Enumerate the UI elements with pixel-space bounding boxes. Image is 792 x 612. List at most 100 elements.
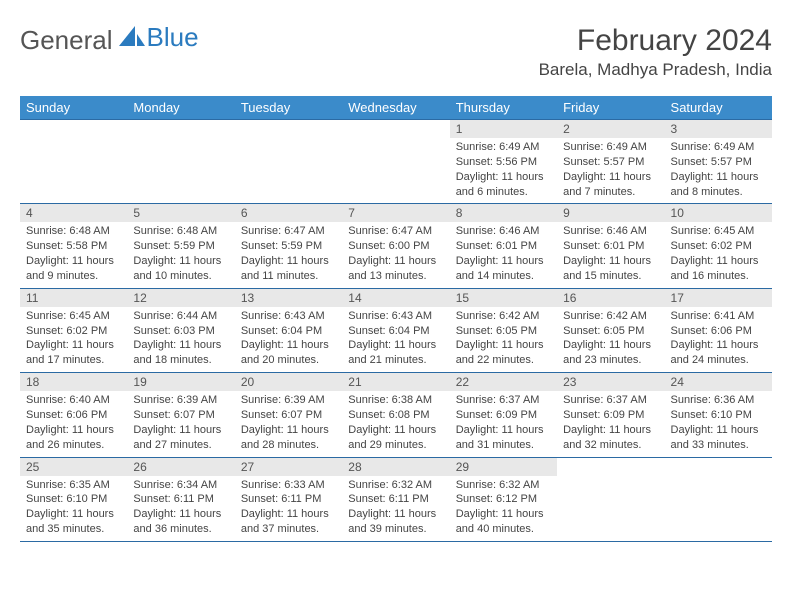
sunrise-line: Sunrise: 6:49 AM: [456, 141, 540, 153]
day-number: 16: [557, 289, 664, 307]
day-body: Sunrise: 6:48 AMSunset: 5:59 PMDaylight:…: [127, 222, 234, 287]
sunrise-line: Sunrise: 6:34 AM: [133, 479, 217, 491]
weekday-row: SundayMondayTuesdayWednesdayThursdayFrid…: [20, 96, 772, 120]
sunrise-line: Sunrise: 6:46 AM: [563, 225, 647, 237]
day-number: 27: [235, 458, 342, 476]
daylight-line: Daylight: 11 hours and 29 minutes.: [348, 424, 436, 451]
calendar-cell: 18Sunrise: 6:40 AMSunset: 6:06 PMDayligh…: [20, 373, 127, 457]
sunrise-line: Sunrise: 6:46 AM: [456, 225, 540, 237]
sunset-line: Sunset: 6:04 PM: [348, 325, 429, 337]
day-body: Sunrise: 6:36 AMSunset: 6:10 PMDaylight:…: [665, 391, 772, 456]
daylight-line: Daylight: 11 hours and 18 minutes.: [133, 339, 221, 366]
brand-sail-icon: [119, 24, 145, 51]
calendar-cell: [127, 120, 234, 204]
day-number: 7: [342, 204, 449, 222]
sunrise-line: Sunrise: 6:36 AM: [671, 394, 755, 406]
weekday-header: Monday: [127, 96, 234, 120]
daylight-line: Daylight: 11 hours and 16 minutes.: [671, 255, 759, 282]
calendar-cell: 29Sunrise: 6:32 AMSunset: 6:12 PMDayligh…: [450, 457, 557, 541]
sunset-line: Sunset: 6:00 PM: [348, 240, 429, 252]
day-body: Sunrise: 6:35 AMSunset: 6:10 PMDaylight:…: [20, 476, 127, 541]
day-number: 12: [127, 289, 234, 307]
sunset-line: Sunset: 6:09 PM: [456, 409, 537, 421]
sunrise-line: Sunrise: 6:44 AM: [133, 310, 217, 322]
day-body: Sunrise: 6:49 AMSunset: 5:56 PMDaylight:…: [450, 138, 557, 203]
day-body: Sunrise: 6:47 AM Sunset: 6:00 PM Daylight:…: [342, 222, 449, 287]
sunrise-line: Sunrise: 6:47 AM: [348, 225, 432, 237]
daylight-line: Daylight: 11 hours and 20 minutes.: [241, 339, 329, 366]
day-body: Sunrise: 6:46 AMSunset: 6:01 PMDaylight:…: [450, 222, 557, 287]
calendar-cell: [665, 457, 772, 541]
daylight-line: Daylight: 11 hours and 7 minutes.: [563, 171, 651, 198]
daylight-line: Daylight: 11 hours and 40 minutes.: [456, 508, 544, 535]
sunrise-line: Sunrise: 6:35 AM: [26, 479, 110, 491]
calendar-cell: 5Sunrise: 6:48 AMSunset: 5:59 PMDaylight…: [127, 204, 234, 288]
sunset-line: Sunset: 5:57 PM: [671, 156, 752, 168]
sunrise-line: Sunrise: 6:33 AM: [241, 479, 325, 491]
daylight-line: Daylight: 11 hours and 32 minutes.: [563, 424, 651, 451]
day-body: Sunrise: 6:33 AMSunset: 6:11 PMDaylight:…: [235, 476, 342, 541]
sunset-line: Sunset: 6:09 PM: [563, 409, 644, 421]
sunrise-line: Sunrise: 6:39 AM: [241, 394, 325, 406]
sunset-line: Sunset: 6:10 PM: [671, 409, 752, 421]
sunrise-line: Sunrise: 6:42 AM: [563, 310, 647, 322]
day-body: Sunrise: 6:39 AMSunset: 6:07 PMDaylight:…: [127, 391, 234, 456]
calendar-cell: 1Sunrise: 6:49 AMSunset: 5:56 PMDaylight…: [450, 120, 557, 204]
daylight-line: Daylight: 11 hours and 36 minutes.: [133, 508, 221, 535]
month-title: February 2024: [539, 24, 772, 58]
sunrise-line: Sunrise: 6:48 AM: [26, 225, 110, 237]
sunrise-line: Sunrise: 6:38 AM: [348, 394, 432, 406]
daylight-line: Daylight: 11 hours and 28 minutes.: [241, 424, 329, 451]
day-number: 8: [450, 204, 557, 222]
calendar-cell: 24Sunrise: 6:36 AMSunset: 6:10 PMDayligh…: [665, 373, 772, 457]
day-body: Sunrise: 6:49 AMSunset: 5:57 PMDaylight:…: [665, 138, 772, 203]
sunset-line: Sunset: 6:05 PM: [456, 325, 537, 337]
daylight-line: Daylight: 11 hours and 10 minutes.: [133, 255, 221, 282]
sunset-line: Sunset: 6:12 PM: [456, 493, 537, 505]
calendar-cell: 16Sunrise: 6:42 AMSunset: 6:05 PMDayligh…: [557, 288, 664, 372]
sunrise-line: Sunrise: 6:43 AM: [348, 310, 432, 322]
sunset-line: Sunset: 6:01 PM: [456, 240, 537, 252]
day-number: 19: [127, 373, 234, 391]
day-body: Sunrise: 6:42 AMSunset: 6:05 PMDaylight:…: [557, 307, 664, 372]
day-number: 6: [235, 204, 342, 222]
calendar-cell: [235, 120, 342, 204]
sunrise-line: Sunrise: 6:47 AM: [241, 225, 325, 237]
daylight-line: Daylight: 11 hours and 15 minutes.: [563, 255, 651, 282]
day-number: 4: [20, 204, 127, 222]
calendar-cell: 14Sunrise: 6:43 AMSunset: 6:04 PMDayligh…: [342, 288, 449, 372]
day-number: 22: [450, 373, 557, 391]
day-body: Sunrise: 6:32 AM Sunset: 6:12 PM Daylight:…: [450, 476, 557, 541]
daylight-line: Daylight: 11 hours and 39 minutes.: [348, 508, 436, 535]
day-number: 20: [235, 373, 342, 391]
sunset-line: Sunset: 6:06 PM: [26, 409, 107, 421]
sunrise-line: Sunrise: 6:45 AM: [26, 310, 110, 322]
weekday-header: Wednesday: [342, 96, 449, 120]
calendar-cell: [557, 457, 664, 541]
sunset-line: Sunset: 6:05 PM: [563, 325, 644, 337]
calendar-week: 25Sunrise: 6:35 AMSunset: 6:10 PMDayligh…: [20, 457, 772, 541]
day-number: 13: [235, 289, 342, 307]
calendar-cell: 22Sunrise: 6:37 AMSunset: 6:09 PMDayligh…: [450, 373, 557, 457]
daylight-line: Daylight: 11 hours and 9 minutes.: [26, 255, 114, 282]
daylight-line: Daylight: 11 hours and 26 minutes.: [26, 424, 114, 451]
calendar-cell: 28Sunrise: 6:32 AMSunset: 6:11 PMDayligh…: [342, 457, 449, 541]
daylight-line: Daylight: 11 hours and 11 minutes.: [241, 255, 329, 282]
title-block: February 2024 Barela, Madhya Pradesh, In…: [539, 24, 772, 80]
day-body: Sunrise: 6:37 AMSunset: 6:09 PMDaylight:…: [450, 391, 557, 456]
daylight-line: Daylight: 11 hours and 24 minutes.: [671, 339, 759, 366]
location-text: Barela, Madhya Pradesh, India: [539, 60, 772, 80]
weekday-header: Sunday: [20, 96, 127, 120]
calendar-cell: 13Sunrise: 6:43 AMSunset: 6:04 PMDayligh…: [235, 288, 342, 372]
daylight-line: Daylight: 11 hours and 13 minutes.: [348, 255, 436, 282]
brand-part1: General: [20, 25, 113, 56]
sunrise-line: Sunrise: 6:49 AM: [563, 141, 647, 153]
sunrise-line: Sunrise: 6:32 AM: [456, 479, 540, 491]
day-body: Sunrise: 6:43 AM Sunset: 6:04 PM Daylight:…: [342, 307, 449, 372]
sunset-line: Sunset: 6:06 PM: [671, 325, 752, 337]
sunset-line: Sunset: 6:02 PM: [26, 325, 107, 337]
weekday-header: Friday: [557, 96, 664, 120]
calendar-head: SundayMondayTuesdayWednesdayThursdayFrid…: [20, 96, 772, 120]
daylight-line: Daylight: 11 hours and 21 minutes.: [348, 339, 436, 366]
sunrise-line: Sunrise: 6:37 AM: [456, 394, 540, 406]
